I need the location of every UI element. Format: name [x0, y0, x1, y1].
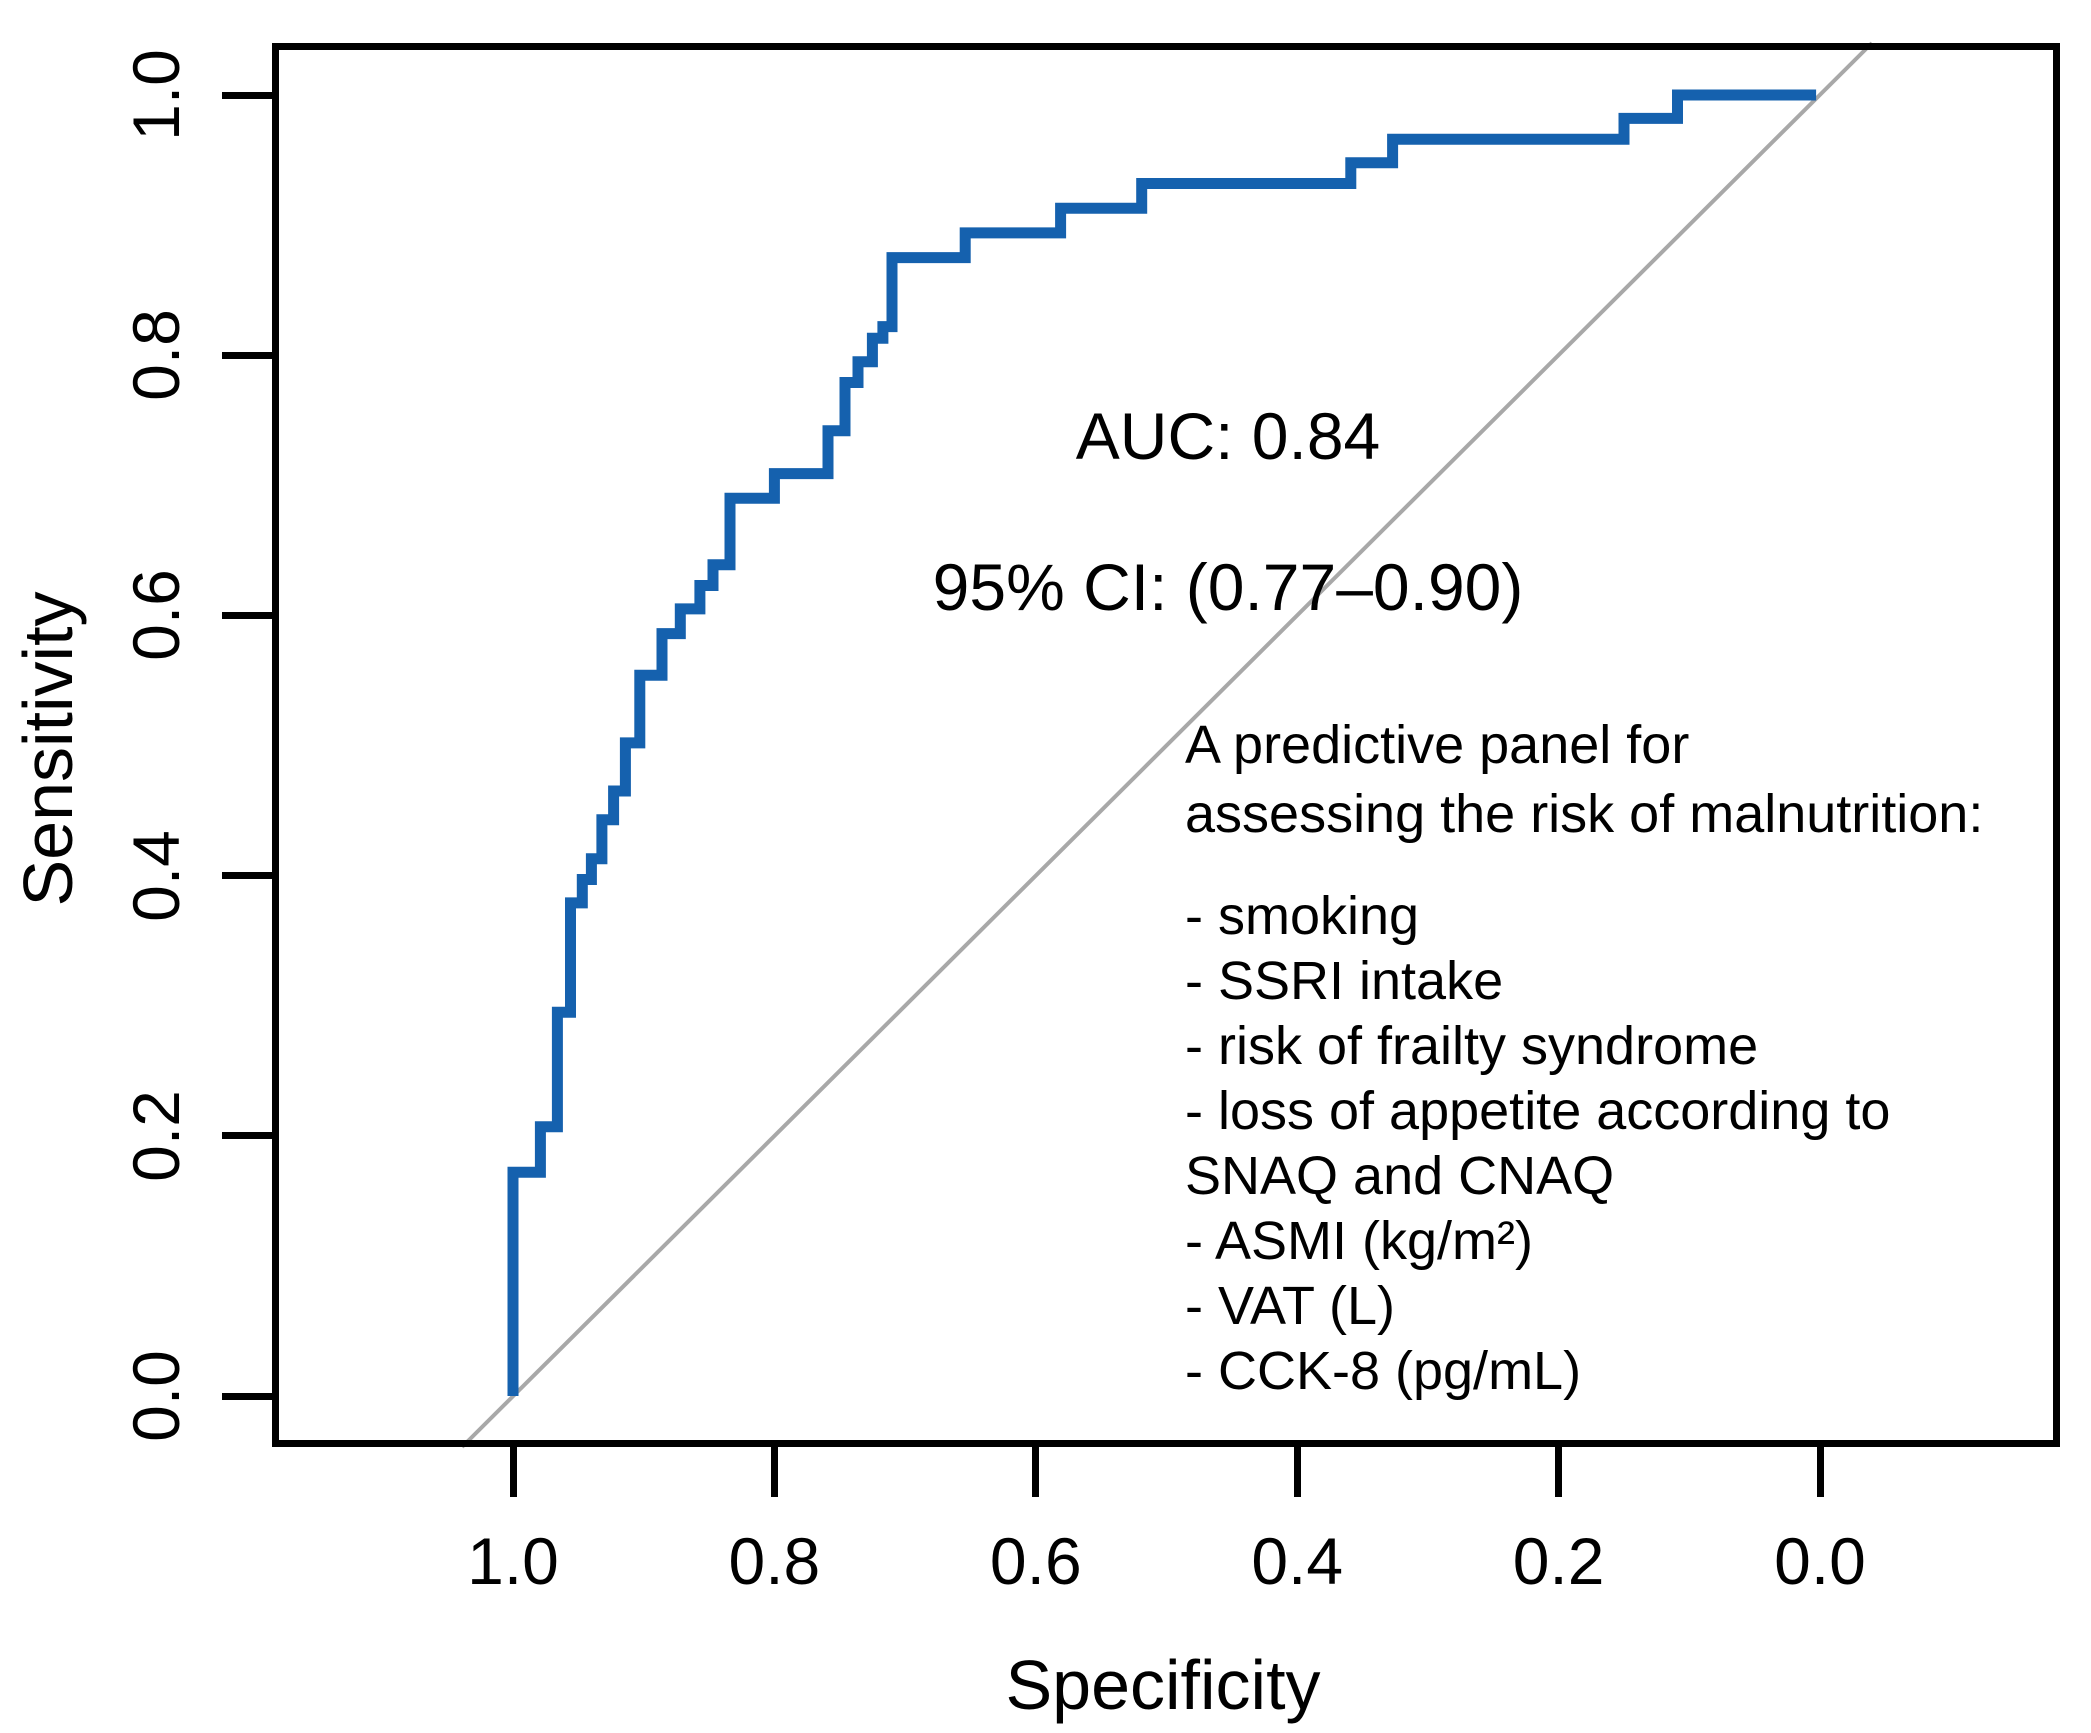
panel-item-list: - smoking - SSRI intake - risk of frailty …: [1185, 884, 2065, 1404]
y-tick-mark: [222, 872, 272, 880]
confidence-interval-annotation: 95% CI: (0.77–0.90): [932, 550, 1524, 624]
y-tick-label: 0.6: [119, 569, 193, 662]
x-tick-label: 1.0: [467, 1524, 559, 1598]
y-tick-mark: [222, 1392, 272, 1400]
panel-item: - loss of appetite according to: [1185, 1081, 1891, 1141]
panel-item: - risk of frailty syndrome: [1185, 1016, 1759, 1076]
panel-item: - VAT (L): [1185, 1276, 1396, 1336]
y-tick-label: 0.0: [119, 1350, 193, 1442]
panel-item: SNAQ and CNAQ: [1185, 1146, 1615, 1206]
plot-border-box: [272, 43, 2060, 1447]
panel-spacer: [1185, 849, 2065, 884]
y-tick-label: 1.0: [119, 49, 193, 141]
y-tick-label: 0.4: [119, 829, 193, 922]
panel-item: - SSRI intake: [1185, 951, 1504, 1011]
x-tick-mark: [1032, 1447, 1040, 1497]
y-tick-mark: [222, 351, 272, 359]
x-axis-title: Specificity: [1005, 1646, 1321, 1724]
x-tick-label: 0.4: [1251, 1524, 1344, 1598]
x-tick-label: 0.0: [1774, 1524, 1866, 1598]
y-tick-mark: [222, 1132, 272, 1140]
x-tick-mark: [770, 1447, 778, 1497]
panel-item: - ASMI (kg/m²): [1185, 1211, 1533, 1271]
x-tick-label: 0.2: [1512, 1524, 1605, 1598]
y-tick-label: 0.8: [119, 309, 193, 402]
panel-item: - CCK-8 (pg/mL): [1185, 1341, 1582, 1401]
predictive-panel-text-block: A predictive panel for assessing the ris…: [1185, 711, 2065, 1404]
x-tick-mark: [509, 1447, 517, 1497]
panel-item: - smoking: [1185, 886, 1420, 946]
auc-annotation: AUC: 0.84: [1075, 399, 1381, 473]
y-axis-title: Sensitivity: [9, 591, 87, 907]
x-tick-mark: [1555, 1447, 1563, 1497]
roc-curve-line: [507, 89, 1817, 1396]
panel-header-line-1: A predictive panel for: [1185, 715, 1690, 775]
chance-diagonal-line: [460, 41, 1874, 1449]
x-tick-label: 0.8: [728, 1524, 821, 1598]
y-tick-mark: [222, 91, 272, 99]
y-tick-label: 0.2: [119, 1089, 193, 1182]
x-tick-label: 0.6: [989, 1524, 1082, 1598]
x-tick-mark: [1816, 1447, 1824, 1497]
panel-header-line-2: assessing the risk of malnutrition:: [1185, 784, 1984, 844]
y-tick-mark: [222, 611, 272, 619]
x-tick-mark: [1293, 1447, 1301, 1497]
